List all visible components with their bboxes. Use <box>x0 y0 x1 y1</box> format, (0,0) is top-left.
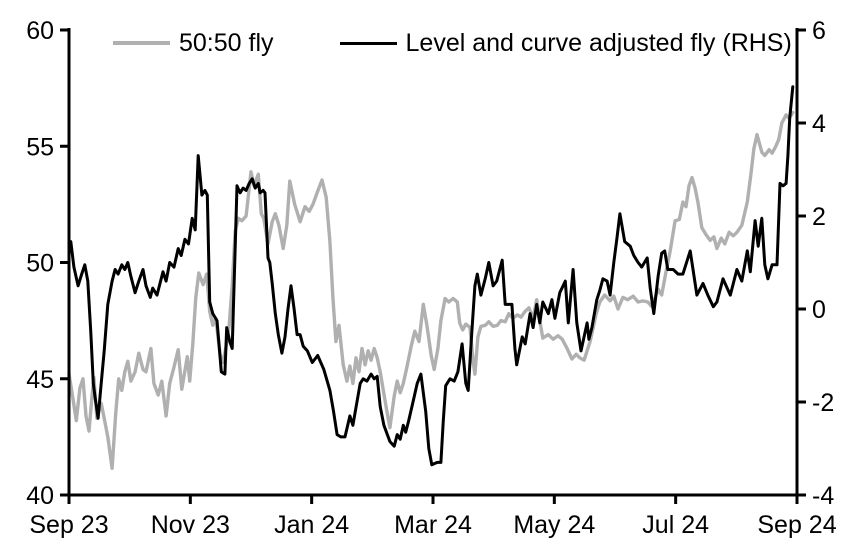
y-left-tick-label: 40 <box>26 482 54 510</box>
x-tick-label: Jan 24 <box>274 511 349 539</box>
y-right-tick-label: 0 <box>812 296 826 324</box>
legend-swatch-adjusted-fly <box>339 41 397 45</box>
chart-legend: 50:50 fly Level and curve adjusted fly (… <box>113 30 792 56</box>
legend-swatch-5050-fly <box>113 41 170 45</box>
y-right-tick-label: 4 <box>812 110 826 138</box>
legend-label-5050-fly: 50:50 fly <box>179 29 274 57</box>
legend-item-adjusted-fly: Level and curve adjusted fly (RHS) <box>339 29 792 57</box>
legend-label-adjusted-fly: Level and curve adjusted fly (RHS) <box>405 29 792 57</box>
x-tick-label: Nov 23 <box>151 511 230 539</box>
y-left-tick-label: 45 <box>26 366 54 394</box>
y-right-tick-label: 6 <box>812 17 826 45</box>
y-right-tick-label: -2 <box>812 389 834 417</box>
series-line-5050-fly <box>67 110 795 470</box>
y-right-tick-label: -4 <box>812 482 834 510</box>
series-line-adjusted-fly <box>67 85 795 467</box>
y-left-tick-label: 50 <box>26 250 54 278</box>
y-left-tick-label: 60 <box>26 17 54 45</box>
x-tick-label: May 24 <box>513 511 595 539</box>
y-left-tick-label: 55 <box>26 133 54 161</box>
legend-item-5050-fly: 50:50 fly <box>113 30 274 56</box>
x-tick-label: Sep 23 <box>29 511 108 539</box>
y-right-tick-label: 2 <box>812 203 826 231</box>
x-tick-label: Sep 24 <box>757 511 836 539</box>
x-tick-label: Jul 24 <box>642 511 709 539</box>
x-tick-label: Mar 24 <box>394 511 472 539</box>
